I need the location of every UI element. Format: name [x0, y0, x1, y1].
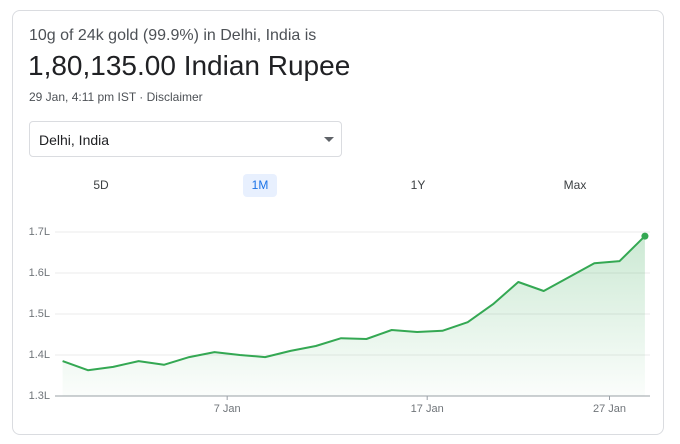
price: 1,80,135.00 Indian Rupee [28, 50, 351, 81]
dropdown-value: Delhi, India [39, 132, 110, 148]
separator: · [139, 90, 144, 104]
location-dropdown[interactable]: Delhi, India [29, 121, 342, 157]
tab-selected-bg [243, 174, 277, 197]
card [12, 10, 664, 435]
y-tick-label: 1.4L [29, 349, 50, 361]
x-tick-label: 27 Jan [593, 403, 626, 415]
tab[interactable]: 1M [252, 178, 269, 192]
disclaimer-link[interactable]: Disclaimer [146, 90, 203, 104]
subtitle: 10g of 24k gold (99.9%) in Delhi, India … [29, 27, 317, 44]
end-point [641, 232, 649, 240]
area-fill [62, 236, 645, 396]
tab[interactable]: 1Y [411, 178, 426, 192]
price-line [62, 235, 646, 372]
x-tick-label: 17 Jan [411, 403, 444, 415]
timestamp: 29 Jan, 4:11 pm IST [29, 90, 136, 104]
y-tick-label: 1.5L [29, 308, 50, 320]
y-tick-label: 1.7L [29, 226, 50, 238]
tab[interactable]: 5D [93, 178, 109, 192]
y-tick-label: 1.3L [29, 390, 50, 402]
tab[interactable]: Max [564, 178, 587, 192]
x-tick-label: 7 Jan [214, 403, 241, 415]
dropdown-arrow [324, 137, 334, 142]
timestamp-row: 29 Jan, 4:11 pm IST · Disclaimer [29, 90, 203, 104]
y-tick-label: 1.6L [29, 267, 50, 279]
